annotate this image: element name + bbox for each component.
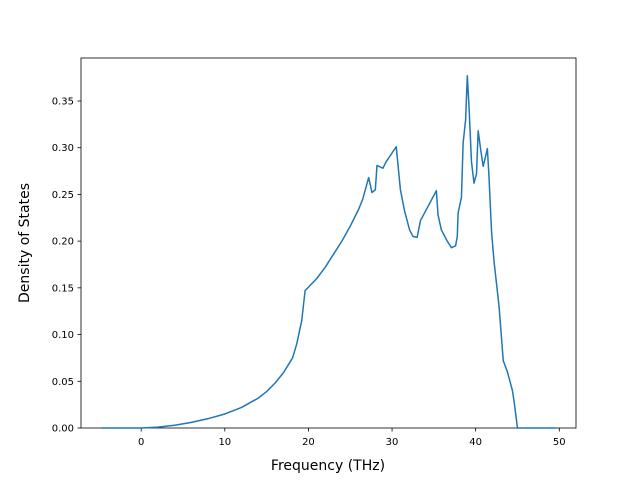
line-series	[101, 75, 556, 429]
y-tick-label: 0.25	[52, 190, 74, 201]
y-tick-label: 0.05	[52, 377, 74, 388]
x-axis-label: Frequency (THz)	[271, 458, 385, 474]
x-tick-label: 0	[138, 437, 144, 448]
y-tick-label: 0.10	[52, 330, 74, 341]
x-tick-label: 30	[386, 437, 399, 448]
x-tick-label: 40	[469, 437, 482, 448]
x-tick-label: 20	[302, 437, 315, 448]
x-tick-label: 50	[553, 437, 566, 448]
plot-frame	[80, 57, 577, 429]
y-tick-label: 0.35	[52, 96, 74, 107]
y-tick-label: 0.00	[52, 424, 74, 435]
y-axis-label: Density of States	[17, 183, 33, 303]
x-tick-label: 10	[218, 437, 231, 448]
y-tick-label: 0.20	[52, 237, 74, 248]
y-tick-label: 0.15	[52, 283, 74, 294]
y-tick-label: 0.30	[52, 143, 74, 154]
